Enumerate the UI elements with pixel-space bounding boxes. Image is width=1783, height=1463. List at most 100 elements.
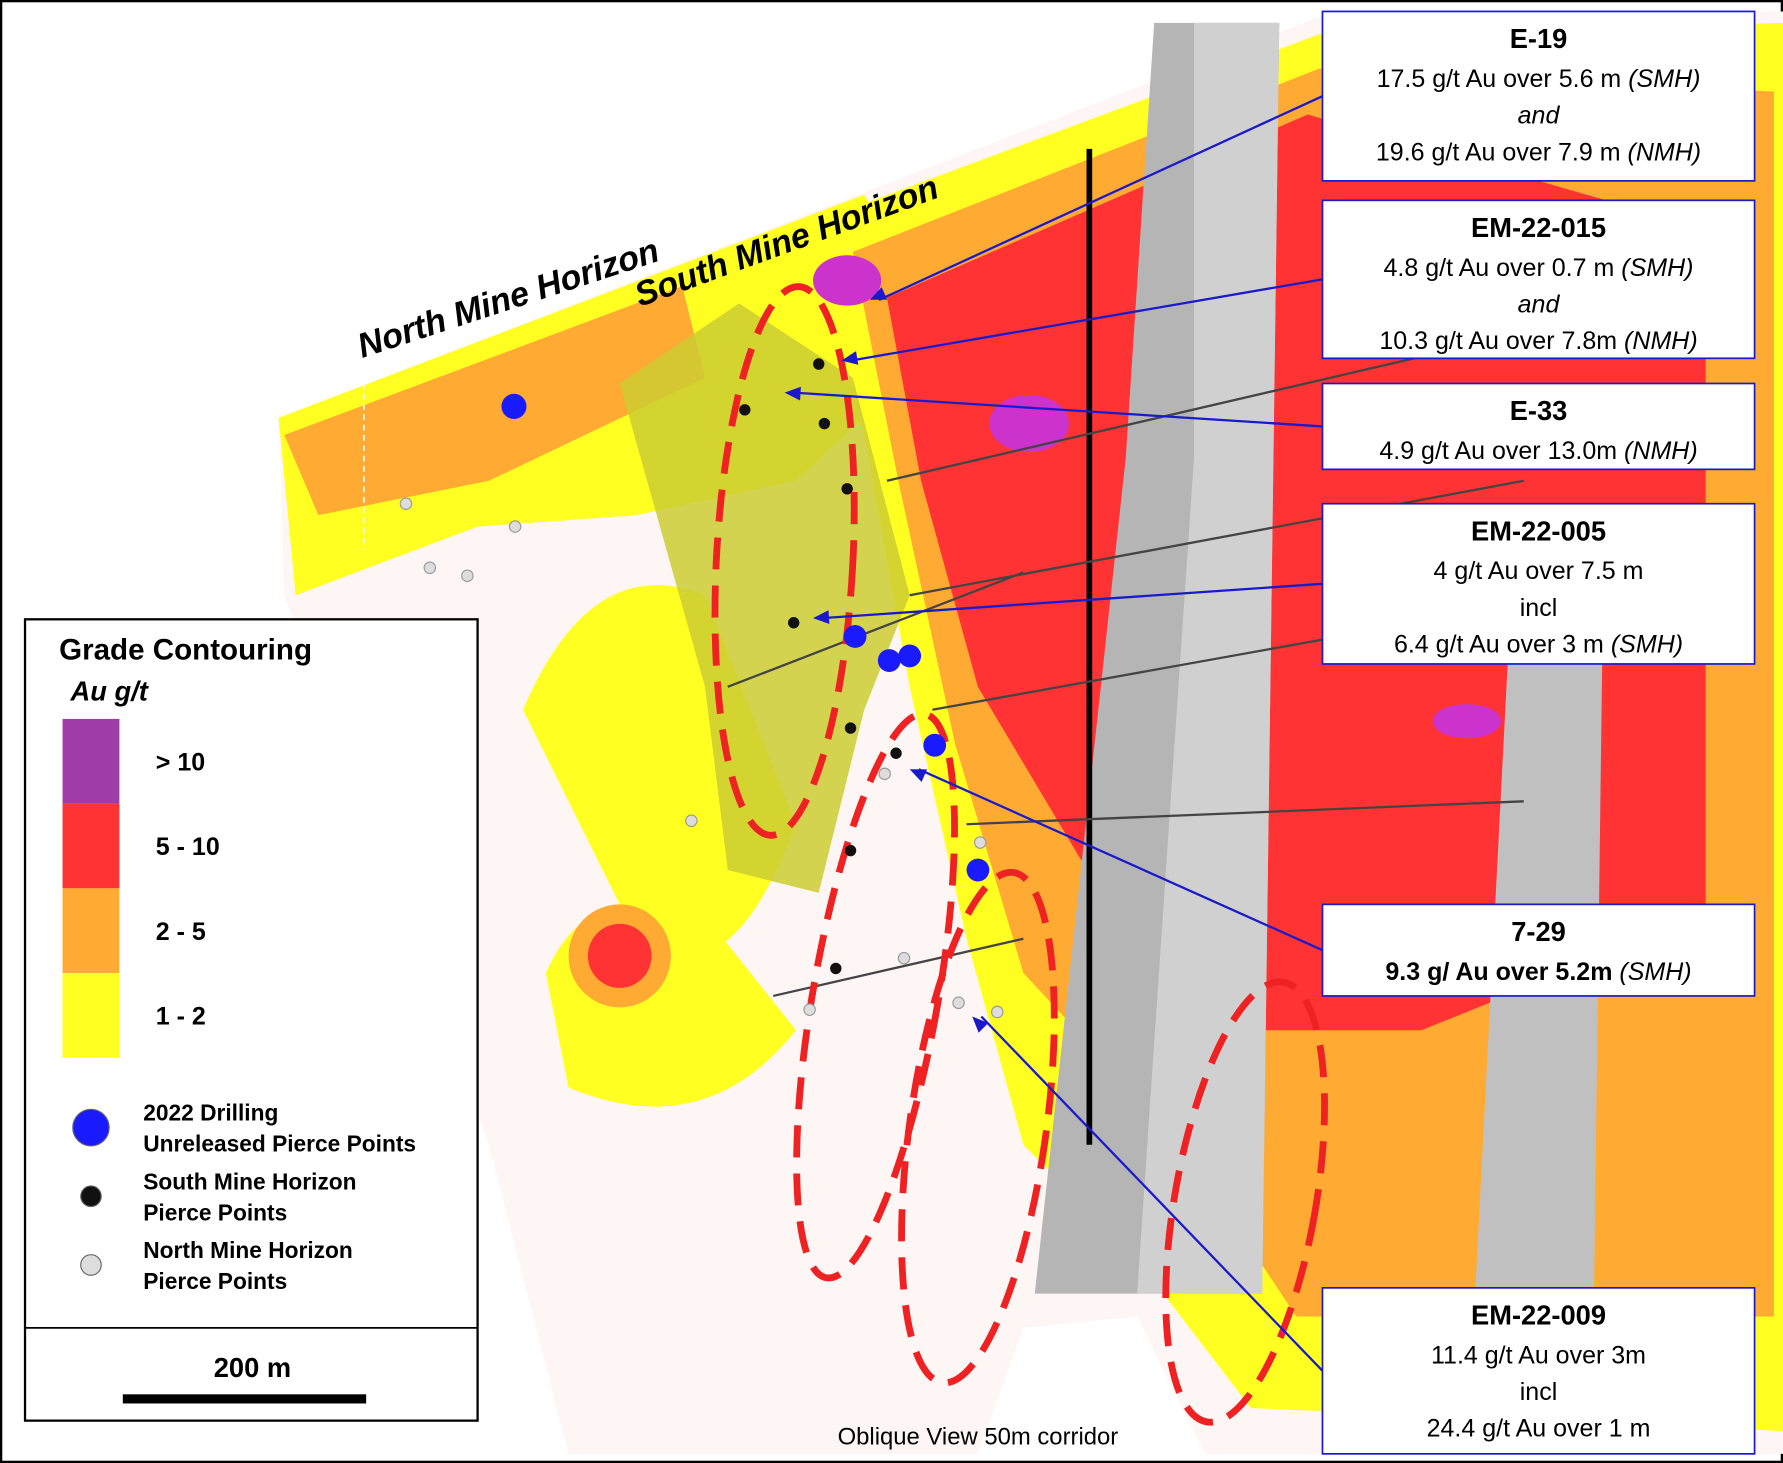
leader-arrow bbox=[909, 769, 928, 782]
callout-text: 11.4 g/t Au over 3m bbox=[1431, 1341, 1646, 1369]
legend-title: Grade Contouring bbox=[59, 633, 312, 666]
callout-note: (SMH) bbox=[1619, 958, 1691, 986]
callout: EM-22-009 11.4 g/t Au over 3m incl 24.4 g/t… bbox=[972, 1015, 1756, 1455]
callout-title: E-33 bbox=[1510, 395, 1568, 426]
callout-line: 4.9 g/t Au over 13.0m (NMH) bbox=[1379, 437, 1697, 465]
legend-subtitle: Au g/t bbox=[70, 676, 150, 707]
callout-box bbox=[1321, 382, 1756, 471]
scale-bar bbox=[122, 1394, 367, 1404]
callout-line: 4.8 g/t Au over 0.7 m (SMH) bbox=[1384, 254, 1694, 282]
legend-point-label: Pierce Points bbox=[143, 1199, 287, 1225]
legend-point-label: Pierce Points bbox=[143, 1268, 287, 1294]
callout-line: and bbox=[1518, 102, 1561, 130]
callout: E-19 17.5 g/t Au over 5.6 m (SMH) and 19.6 … bbox=[869, 10, 1756, 301]
grade-surface bbox=[278, 11, 1783, 1454]
callout-text: 4 g/t Au over 7.5 m bbox=[1434, 557, 1644, 585]
legend-swatch bbox=[62, 803, 120, 889]
callout-text: 10.3 g/t Au over 7.8m bbox=[1379, 327, 1617, 355]
legend-label: 2 - 5 bbox=[156, 918, 206, 946]
legend-label: > 10 bbox=[156, 748, 205, 776]
callout-text: incl bbox=[1520, 1378, 1558, 1406]
callout-line: 10.3 g/t Au over 7.8m (NMH) bbox=[1379, 327, 1697, 355]
callout-line: 17.5 g/t Au over 5.6 m (SMH) bbox=[1377, 65, 1701, 93]
legend-point bbox=[72, 1108, 110, 1147]
callout-line: and bbox=[1518, 290, 1561, 318]
legend: Grade Contouring Au g/t 200 m > 10 5 - 10… bbox=[23, 618, 479, 1422]
callout: EM-22-005 4 g/t Au over 7.5 m incl 6.4 g/t … bbox=[813, 502, 1756, 665]
callout-text: 9.3 g/ Au over 5.2m bbox=[1385, 958, 1612, 986]
leader-line bbox=[918, 768, 1323, 952]
legend-label: 5 - 10 bbox=[156, 833, 220, 861]
legend-label: 1 - 2 bbox=[156, 1002, 206, 1030]
callout-line: 24.4 g/t Au over 1 m bbox=[1427, 1415, 1651, 1443]
legend-swatch bbox=[62, 888, 120, 974]
callout-text: and bbox=[1518, 290, 1561, 318]
callout-space bbox=[1621, 65, 1628, 93]
callout-note: (SMH) bbox=[1621, 254, 1693, 282]
callout-text: 4.8 g/t Au over 0.7 m bbox=[1384, 254, 1615, 282]
leader-line bbox=[980, 1015, 1324, 1372]
callout-text: 17.5 g/t Au over 5.6 m bbox=[1377, 65, 1622, 93]
callout-title: EM-22-005 bbox=[1471, 515, 1606, 546]
pierce-points bbox=[399, 358, 1004, 1019]
callout-space bbox=[1617, 327, 1624, 355]
legend-point-label: North Mine Horizon bbox=[143, 1237, 353, 1263]
callout-box bbox=[1321, 1286, 1756, 1455]
callout-box bbox=[1321, 502, 1756, 665]
callout: EM-22-015 4.8 g/t Au over 0.7 m (SMH) and 1… bbox=[841, 199, 1756, 365]
leader-line bbox=[793, 391, 1323, 428]
legend-swatch bbox=[62, 973, 120, 1058]
callout-note: (NMH) bbox=[1624, 437, 1698, 465]
callout-title: E-19 bbox=[1510, 23, 1568, 54]
callout-title: EM-22-009 bbox=[1471, 1299, 1606, 1330]
callout-title: EM-22-015 bbox=[1471, 212, 1606, 243]
callout-title: 7-29 bbox=[1511, 916, 1566, 947]
callout-line: incl bbox=[1520, 1378, 1558, 1406]
callout-space bbox=[1612, 958, 1619, 986]
callout-line: 19.6 g/t Au over 7.9 m (NMH) bbox=[1376, 138, 1701, 166]
callout-text: 19.6 g/t Au over 7.9 m bbox=[1376, 138, 1621, 166]
legend-point bbox=[80, 1254, 102, 1276]
callout-box bbox=[1321, 903, 1756, 997]
callout-note: (SMH) bbox=[1628, 65, 1700, 93]
callout-text: incl bbox=[1520, 594, 1558, 622]
callout-space bbox=[1621, 138, 1628, 166]
callout-space bbox=[1617, 437, 1624, 465]
legend-point-label: South Mine Horizon bbox=[143, 1168, 356, 1194]
callout-text: 24.4 g/t Au over 1 m bbox=[1427, 1415, 1651, 1443]
target-ellipses bbox=[711, 283, 1328, 1426]
callout-space bbox=[1614, 254, 1621, 282]
legend-point-label: Unreleased Pierce Points bbox=[143, 1131, 416, 1157]
callout-space bbox=[1604, 630, 1611, 658]
callout: E-33 4.9 g/t Au over 13.0m (NMH) bbox=[784, 382, 1756, 471]
callout-text: and bbox=[1518, 102, 1561, 130]
callout-box bbox=[1321, 10, 1756, 182]
callout-line: 11.4 g/t Au over 3m bbox=[1431, 1341, 1646, 1369]
callout-line: incl bbox=[1520, 594, 1558, 622]
callout: 7-29 9.3 g/ Au over 5.2m (SMH) bbox=[909, 768, 1756, 997]
caption: Oblique View 50m corridor bbox=[838, 1424, 1119, 1451]
leader-arrow bbox=[972, 1016, 989, 1033]
leader-line bbox=[878, 95, 1323, 301]
callout-line: 4 g/t Au over 7.5 m bbox=[1434, 557, 1644, 585]
leader-arrow bbox=[784, 386, 801, 401]
callout-line: 9.3 g/ Au over 5.2m (SMH) bbox=[1385, 958, 1691, 986]
leader-arrow bbox=[841, 351, 859, 365]
legend-point-label: 2022 Drilling bbox=[143, 1100, 278, 1126]
leader-arrow bbox=[869, 287, 888, 300]
leader-arrow bbox=[813, 610, 830, 624]
leader-line bbox=[850, 278, 1323, 362]
callout-text: 6.4 g/t Au over 3 m bbox=[1394, 630, 1604, 658]
leader-line bbox=[822, 582, 1323, 620]
callout-box bbox=[1321, 199, 1756, 360]
callout-note: (NMH) bbox=[1624, 327, 1698, 355]
callout-line: 6.4 g/t Au over 3 m (SMH) bbox=[1394, 630, 1683, 658]
legend-swatch bbox=[62, 718, 120, 804]
callout-note: (NMH) bbox=[1628, 138, 1702, 166]
legend-point bbox=[80, 1185, 102, 1208]
callout-note: (SMH) bbox=[1611, 630, 1683, 658]
scale-label: 200 m bbox=[214, 1352, 291, 1383]
callout-text: 4.9 g/t Au over 13.0m bbox=[1379, 437, 1617, 465]
